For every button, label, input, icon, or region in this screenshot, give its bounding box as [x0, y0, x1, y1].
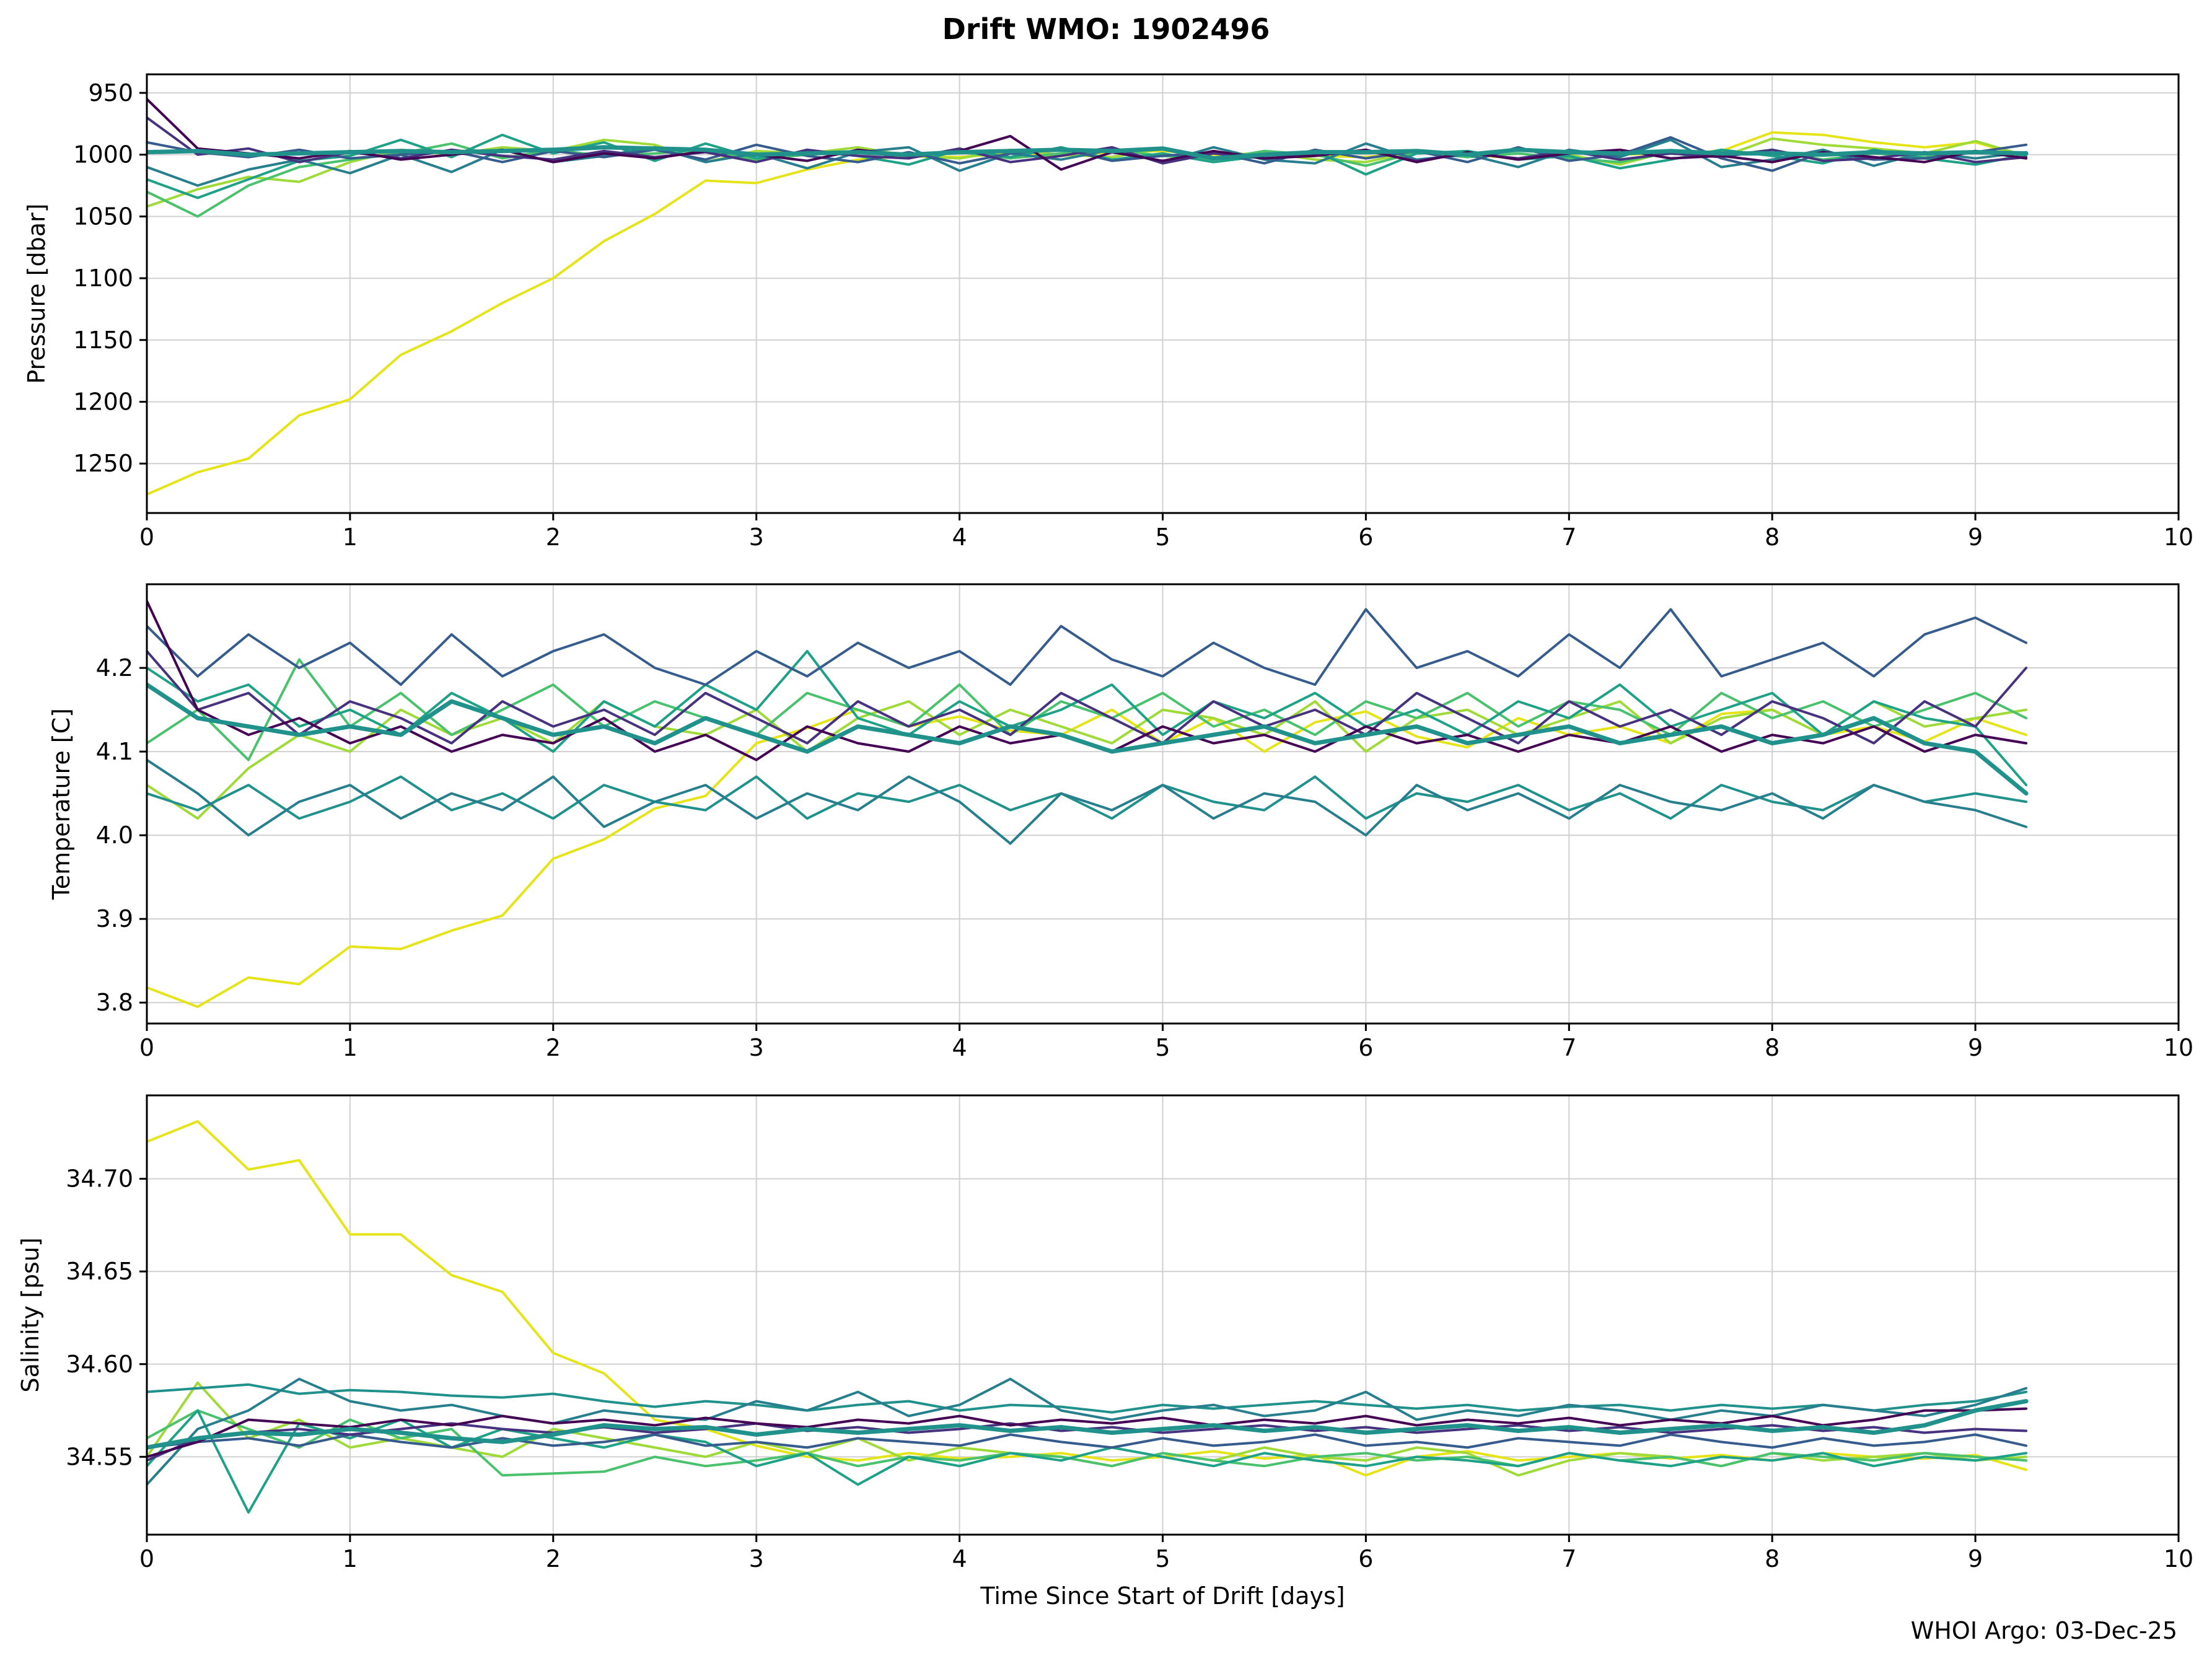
x-tick-label: 8 — [1765, 1545, 1780, 1572]
x-tick-label: 6 — [1358, 1034, 1373, 1061]
salinity-panel: 0 1 2 3 4 5 6 7 8 9 10 34.55 34.60 34.65 34.70 Salinity… — [17, 1094, 2193, 1572]
x-tick-label: 8 — [1765, 524, 1780, 551]
x-tick-label: 7 — [1561, 1034, 1576, 1061]
footer-credit: WHOI Argo: 03-Dec-25 — [1910, 1617, 2177, 1644]
y-tick-label: 34.55 — [66, 1443, 133, 1470]
x-tick-label: 4 — [952, 1545, 967, 1572]
x-tick-label: 3 — [749, 1034, 764, 1061]
x-tick-label: 2 — [546, 1545, 561, 1572]
pressure-series-mean — [147, 145, 2029, 161]
temperature-series-group — [147, 600, 2029, 1008]
y-tick-label: 1200 — [73, 388, 133, 416]
x-tick-label: 2 — [546, 1034, 561, 1061]
x-tick-label: 3 — [749, 524, 764, 551]
x-tick-label: 5 — [1155, 1545, 1170, 1572]
x-tick-label: 7 — [1561, 524, 1576, 551]
y-tick-label: 1000 — [73, 141, 133, 169]
temperature-series-line-2 — [147, 658, 2028, 761]
x-tick-label: 10 — [2164, 1034, 2193, 1061]
y-tick-label: 34.70 — [66, 1165, 133, 1193]
temperature-series-line-0 — [147, 708, 2028, 1008]
x-tick-label: 9 — [1968, 524, 1983, 551]
pressure-series-line-7 — [147, 97, 2028, 171]
y-tick-label: 1150 — [73, 327, 133, 354]
pressure-series-line-0 — [147, 131, 2028, 496]
x-tick-label: 6 — [1358, 524, 1373, 551]
salinity-series-line-0 — [147, 1120, 2028, 1477]
temperature-series-line-4 — [147, 775, 2028, 820]
x-tick-label: 1 — [343, 524, 358, 551]
salinity-series-group — [147, 1120, 2029, 1514]
x-tick-label: 0 — [139, 524, 154, 551]
salinity-series-line-4 — [147, 1383, 2028, 1414]
x-tick-label: 8 — [1765, 1034, 1780, 1061]
y-tick-label: 34.60 — [66, 1351, 133, 1378]
x-tick-label: 10 — [2164, 524, 2193, 551]
y-tick-label: 3.9 — [96, 905, 133, 932]
temperature-series-line-7 — [147, 650, 2028, 745]
x-tick-label: 0 — [139, 1034, 154, 1061]
pressure-ylabel: Pressure [dbar] — [23, 203, 50, 384]
x-tick-label: 0 — [139, 1545, 154, 1572]
temperature-series-line-1 — [147, 700, 2028, 820]
salinity-series-line-8 — [147, 1407, 2028, 1458]
temperature-series-line-6 — [147, 608, 2028, 686]
salinity-series-line-5 — [147, 1377, 2028, 1486]
x-tick-label: 6 — [1358, 1545, 1373, 1572]
y-tick-label: 950 — [88, 79, 133, 107]
x-tick-label: 4 — [952, 1034, 967, 1061]
salinity-ylabel: Salinity [psu] — [17, 1237, 44, 1392]
pressure-panel: 0 1 2 3 4 5 6 7 8 9 10 950 1000 1050 1100 1150 1200 1250 P… — [23, 73, 2193, 551]
x-tick-label: 2 — [546, 524, 561, 551]
x-axis-label: Time Since Start of Drift [days] — [980, 1582, 1345, 1610]
x-tick-label: 7 — [1561, 1545, 1576, 1572]
x-tick-label: 3 — [749, 1545, 764, 1572]
x-tick-label: 1 — [343, 1034, 358, 1061]
x-tick-label: 9 — [1968, 1034, 1983, 1061]
temperature-series-line-3 — [147, 650, 2028, 787]
x-tick-label: 9 — [1968, 1545, 1983, 1572]
temperature-panel: 0 1 2 3 4 5 6 7 8 9 10 3.8 3.9 4.0 4.1 4.2 Temperature [… — [48, 583, 2193, 1061]
temperature-ylabel: Temperature [C] — [48, 708, 75, 900]
y-tick-label: 4.0 — [96, 822, 133, 849]
x-tick-label: 5 — [1155, 524, 1170, 551]
salinity-series-line-6 — [147, 1433, 2028, 1449]
y-tick-label: 1250 — [73, 450, 133, 477]
x-tick-label: 1 — [343, 1545, 358, 1572]
salinity-series-mean — [147, 1399, 2029, 1450]
y-tick-label: 1050 — [73, 203, 133, 230]
x-tick-label: 10 — [2164, 1545, 2193, 1572]
y-tick-label: 1100 — [73, 265, 133, 292]
temperature-series-line-5 — [147, 758, 2028, 845]
x-tick-label: 4 — [952, 524, 967, 551]
y-tick-label: 4.1 — [96, 738, 133, 765]
x-tick-label: 5 — [1155, 1034, 1170, 1061]
temperature-series-mean — [147, 682, 2029, 796]
y-tick-label: 4.2 — [96, 654, 133, 682]
pressure-series-line-3 — [147, 133, 2028, 199]
y-tick-label: 34.65 — [66, 1258, 133, 1285]
y-tick-label: 3.8 — [96, 989, 133, 1016]
figure-title: Drift WMO: 1902496 — [942, 12, 1270, 46]
salinity-series-line-3 — [147, 1409, 2028, 1514]
pressure-series-group — [147, 97, 2029, 496]
